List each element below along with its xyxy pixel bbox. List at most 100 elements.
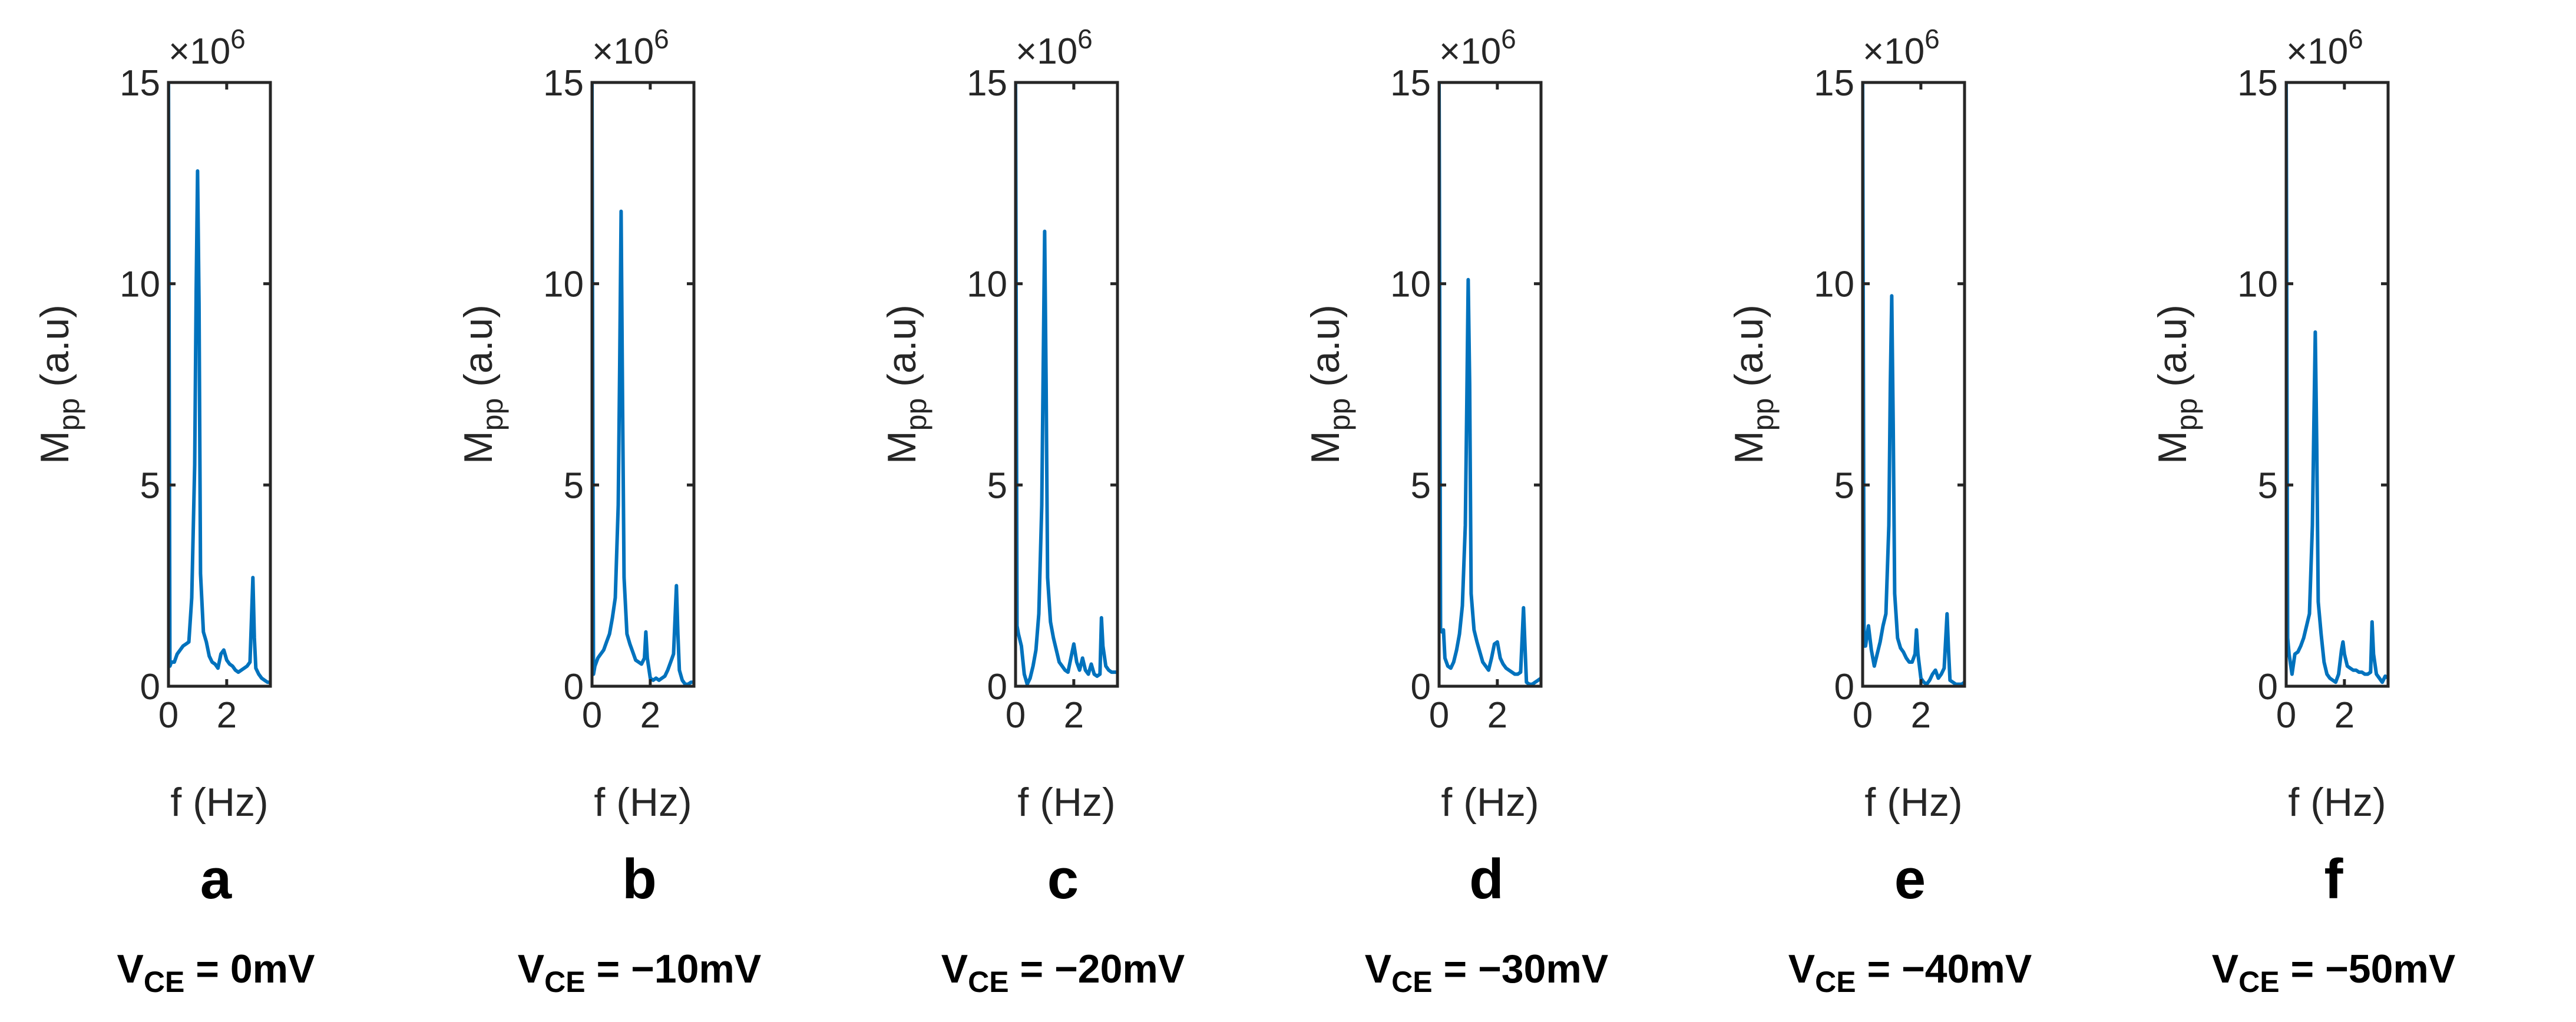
condition-subscript: CE: [1391, 965, 1432, 998]
y-tick-label: 0: [564, 667, 584, 707]
y-tick-label: 5: [1411, 465, 1431, 506]
y-tick-label: 5: [140, 465, 160, 506]
exponent-power: 6: [2348, 24, 2363, 54]
y-tick-label: 5: [2258, 465, 2278, 506]
x-tick-label: 2: [2334, 695, 2355, 736]
y-tick-label: 0: [1834, 667, 1854, 707]
y-label-main: M: [1727, 431, 1771, 464]
x-tick-label: 0: [582, 695, 602, 736]
condition-symbol: V: [518, 947, 544, 991]
condition-subscript: CE: [144, 965, 184, 998]
y-label-unit: (a.u): [879, 305, 924, 398]
y-label-unit: (a.u): [32, 305, 77, 398]
condition-symbol: V: [1365, 947, 1391, 991]
exponent-base: ×10: [168, 31, 230, 72]
panel-letter: d: [1469, 848, 1504, 911]
exponent-base: ×10: [1863, 31, 1924, 72]
x-tick-label: 0: [1853, 695, 1873, 736]
y-tick-label: 10: [543, 264, 584, 305]
x-axis-label: f (Hz): [170, 780, 268, 825]
condition-subscript: CE: [2238, 965, 2279, 998]
y-label-main: M: [456, 431, 501, 464]
y-axis-label: Mpp (a.u): [1303, 305, 1356, 464]
y-exponent-label: ×106: [1863, 24, 1940, 72]
y-tick-label: 10: [2237, 264, 2278, 305]
x-tick-label: 0: [1006, 695, 1026, 736]
condition-subscript: CE: [544, 965, 585, 998]
x-tick-label: 2: [640, 695, 660, 736]
condition-label: VCE = −20mV: [941, 947, 1185, 998]
y-tick-label: 15: [2237, 63, 2278, 104]
condition-symbol: V: [1788, 947, 1815, 991]
y-axis-label: Mpp (a.u): [879, 305, 932, 464]
axes-box: [2284, 81, 2390, 688]
x-axis-label: f (Hz): [594, 780, 692, 825]
x-tick-label: 2: [1064, 695, 1084, 736]
y-tick-label: 15: [967, 63, 1007, 104]
y-tick-label: 10: [1814, 264, 1854, 305]
exponent-power: 6: [654, 24, 669, 54]
condition-subscript: CE: [1815, 965, 1856, 998]
axes-box: [590, 81, 696, 688]
condition-value: = −50mV: [2280, 947, 2456, 991]
series-line: [592, 82, 694, 686]
axes-box: [167, 81, 272, 688]
x-axis-label: f (Hz): [2288, 780, 2386, 825]
axes-box: [1861, 81, 1966, 688]
condition-label: VCE = 0mV: [117, 947, 315, 998]
y-tick-label: 0: [2258, 667, 2278, 707]
exponent-power: 6: [1924, 24, 1940, 54]
condition-value: = −10mV: [586, 947, 762, 991]
exponent-base: ×10: [592, 31, 654, 72]
exponent-power: 6: [230, 24, 246, 54]
condition-symbol: V: [2212, 947, 2238, 991]
y-exponent-label: ×106: [1439, 24, 1516, 72]
axes-box: [1014, 81, 1119, 688]
y-label-unit: (a.u): [1727, 305, 1771, 398]
y-tick-label: 15: [120, 63, 160, 104]
series-line: [1439, 82, 1541, 686]
y-axis-label: Mpp (a.u): [456, 305, 509, 464]
y-label-subscript: pp: [476, 398, 509, 431]
panel-letter: b: [622, 848, 657, 911]
condition-subscript: CE: [968, 965, 1008, 998]
x-axis-label: f (Hz): [1864, 780, 1962, 825]
series-line: [168, 82, 270, 684]
condition-symbol: V: [117, 947, 144, 991]
y-tick-label: 10: [120, 264, 160, 305]
condition-label: VCE = −40mV: [1788, 947, 2032, 998]
y-label-subscript: pp: [1747, 398, 1780, 431]
x-axis-label: f (Hz): [1017, 780, 1115, 825]
y-label-main: M: [2150, 431, 2195, 464]
y-label-unit: (a.u): [456, 305, 501, 398]
y-exponent-label: ×106: [168, 24, 246, 72]
y-tick-label: 0: [987, 667, 1007, 707]
y-exponent-label: ×106: [592, 24, 669, 72]
y-axis-label: Mpp (a.u): [1727, 305, 1780, 464]
y-tick-label: 10: [967, 264, 1007, 305]
y-tick-label: 15: [1814, 63, 1854, 104]
x-tick-label: 2: [217, 695, 237, 736]
axes-box: [1437, 81, 1543, 688]
condition-symbol: V: [941, 947, 968, 991]
exponent-power: 6: [1077, 24, 1093, 54]
y-label-subscript: pp: [900, 398, 932, 431]
x-axis-label: f (Hz): [1441, 780, 1539, 825]
condition-label: VCE = −50mV: [2212, 947, 2456, 998]
y-label-main: M: [1303, 431, 1348, 464]
panel-letter: a: [200, 848, 232, 911]
panel-letter: c: [1047, 848, 1079, 911]
panel-letter: f: [2324, 848, 2344, 911]
y-label-subscript: pp: [52, 398, 85, 431]
condition-value: = 0mV: [184, 947, 315, 991]
y-label-main: M: [879, 431, 924, 464]
exponent-base: ×10: [1439, 31, 1501, 72]
panel-letter: e: [1894, 848, 1926, 911]
y-label-subscript: pp: [1323, 398, 1356, 431]
condition-value: = −40mV: [1856, 947, 2032, 991]
